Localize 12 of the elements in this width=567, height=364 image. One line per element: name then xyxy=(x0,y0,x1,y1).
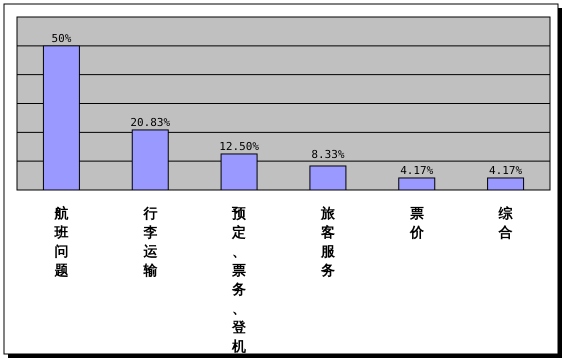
x-tick-label: 航班问题 xyxy=(53,205,68,279)
x-tick-label: 旅客服务 xyxy=(320,206,336,279)
data-label: 8.33% xyxy=(311,148,345,162)
data-label: 20.83% xyxy=(130,116,170,129)
x-tick-label: 行李运输 xyxy=(142,206,158,279)
data-label: 50% xyxy=(51,32,72,45)
x-tick-label: 综合 xyxy=(498,205,514,241)
data-label: 4.17% xyxy=(400,164,434,177)
x-tick-label: 票价 xyxy=(408,206,425,241)
data-label: 12.50% xyxy=(219,140,260,153)
data-label: 4.17% xyxy=(489,164,523,177)
x-tick-label: 预定、票务、登机 xyxy=(231,206,248,355)
